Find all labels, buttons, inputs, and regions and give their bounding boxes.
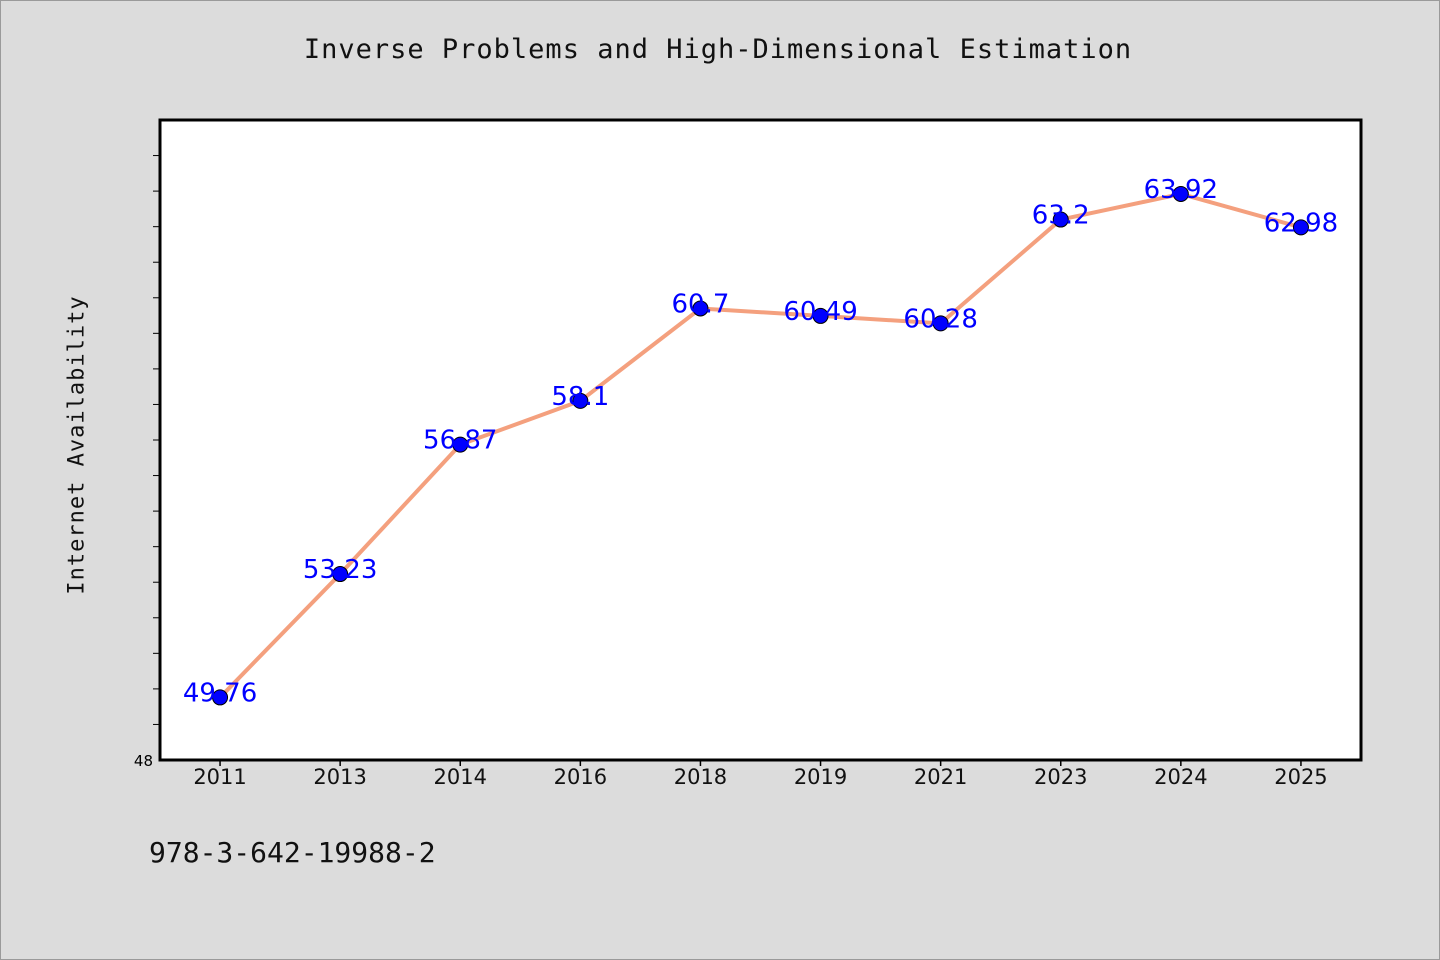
data-label: 60.49 bbox=[783, 297, 857, 327]
data-point bbox=[1052, 211, 1069, 228]
data-label: 56.87 bbox=[423, 426, 497, 456]
x-tick-label: 2025 bbox=[1274, 765, 1327, 789]
footer-isbn: 978-3-642-19988-2 bbox=[149, 836, 436, 869]
chart-title: Inverse Problems and High-Dimensional Es… bbox=[303, 34, 1133, 65]
data-label: 63.2 bbox=[1032, 201, 1090, 231]
x-tick-label: 2024 bbox=[1154, 765, 1207, 789]
x-tick-label: 2013 bbox=[313, 765, 366, 789]
data-label: 60.28 bbox=[903, 304, 977, 334]
plot-area bbox=[158, 118, 1363, 762]
x-tick-label: 2018 bbox=[674, 765, 727, 789]
data-label: 63.92 bbox=[1144, 175, 1218, 205]
data-label: 62.98 bbox=[1264, 208, 1338, 238]
series-line bbox=[218, 191, 1303, 700]
x-tick-label: 2011 bbox=[193, 765, 246, 789]
data-point bbox=[332, 566, 349, 583]
data-label: 49.76 bbox=[183, 678, 257, 708]
y-tick-label: 48 bbox=[134, 752, 153, 770]
x-tick-label: 2019 bbox=[794, 765, 847, 789]
points-group bbox=[212, 185, 1309, 706]
x-tick-label: 2023 bbox=[1034, 765, 1087, 789]
data-label: 53.23 bbox=[303, 555, 377, 585]
x-tick-label: 2021 bbox=[914, 765, 967, 789]
x-tick-label: 2016 bbox=[554, 765, 607, 789]
data-point bbox=[692, 300, 709, 317]
series-group bbox=[218, 191, 1303, 700]
y-axis-ticks: 48 bbox=[134, 155, 160, 770]
data-labels-group: 49.76 53.23 56.87 58.1 60.7 60.49 60.28 63.2 63.… bbox=[183, 175, 1338, 708]
data-label: 60.7 bbox=[672, 289, 730, 319]
data-point bbox=[1292, 219, 1309, 236]
data-point bbox=[932, 315, 949, 332]
data-point bbox=[1172, 185, 1189, 202]
x-tick-label: 2014 bbox=[434, 765, 487, 789]
data-point bbox=[212, 689, 229, 706]
data-point bbox=[452, 436, 469, 453]
data-label: 58.1 bbox=[551, 382, 609, 412]
data-point bbox=[572, 392, 589, 409]
x-axis-ticks: 2011 2013 2014 2016 2018 2019 2021 2023 2024 2025 bbox=[193, 760, 1328, 789]
data-point bbox=[812, 307, 829, 324]
